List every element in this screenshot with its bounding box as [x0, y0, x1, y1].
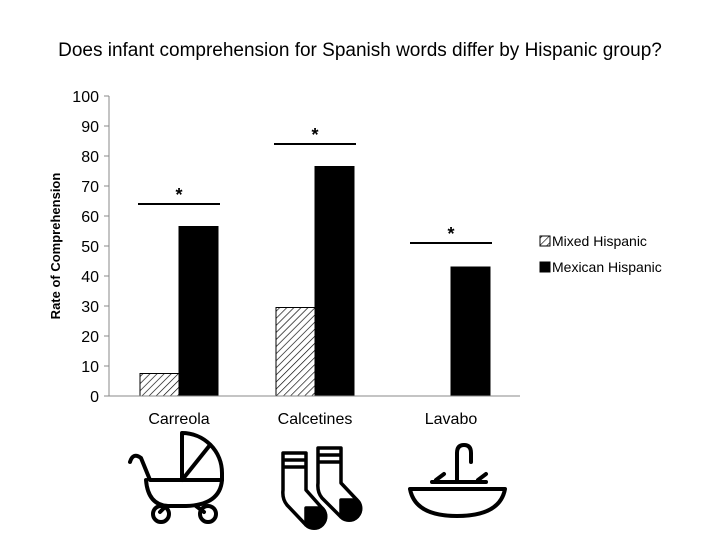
legend-swatch: [539, 235, 551, 247]
y-tick-label: 0: [90, 389, 99, 406]
y-tick-label: 50: [81, 239, 99, 256]
legend-label: Mexican Hispanic: [552, 259, 662, 275]
sink-icon: [408, 443, 507, 518]
chart-title: Does infant comprehension for Spanish wo…: [58, 40, 662, 61]
legend-swatch: [539, 261, 551, 273]
x-axis-labels: Carreola Calcetines Lavabo: [148, 411, 477, 428]
y-axis-label: Rate of Comprehension: [48, 173, 63, 320]
bar-mixed-hispanic-calcetines: [275, 307, 316, 397]
y-tick-label: 30: [81, 299, 99, 316]
significance-star: *: [175, 185, 182, 205]
y-tick-label: 80: [81, 149, 99, 166]
stroller-icon: [128, 431, 224, 524]
y-tick-label: 10: [81, 359, 99, 376]
legend: Mixed Hispanic Mexican Hispanic: [539, 233, 662, 275]
bar-mixed-hispanic-carreola: [139, 373, 180, 397]
y-tick-label: 90: [81, 119, 99, 136]
x-tick-label: Lavabo: [425, 411, 478, 428]
significance-star: *: [447, 224, 454, 244]
y-tick-label: 100: [72, 89, 99, 106]
socks-icon: [281, 446, 363, 530]
bar-mexican-hispanic-carreola: [178, 226, 219, 397]
significance-star: *: [311, 125, 318, 145]
x-tick-label: Calcetines: [278, 411, 353, 428]
y-tick-label: 70: [81, 179, 99, 196]
bar-mexican-hispanic-calcetines: [314, 166, 355, 397]
significance-annotations: * * *: [138, 125, 492, 244]
y-tick-label: 60: [81, 209, 99, 226]
y-tick-label: 20: [81, 329, 99, 346]
y-tick-label: 40: [81, 269, 99, 286]
y-axis-ticks: 0 10 20 30 40 50 60 70 80 90 100: [72, 89, 109, 406]
x-tick-label: Carreola: [148, 411, 209, 428]
bar-mexican-hispanic-lavabo: [450, 266, 491, 397]
legend-label: Mixed Hispanic: [552, 233, 647, 249]
bars: [139, 166, 491, 397]
